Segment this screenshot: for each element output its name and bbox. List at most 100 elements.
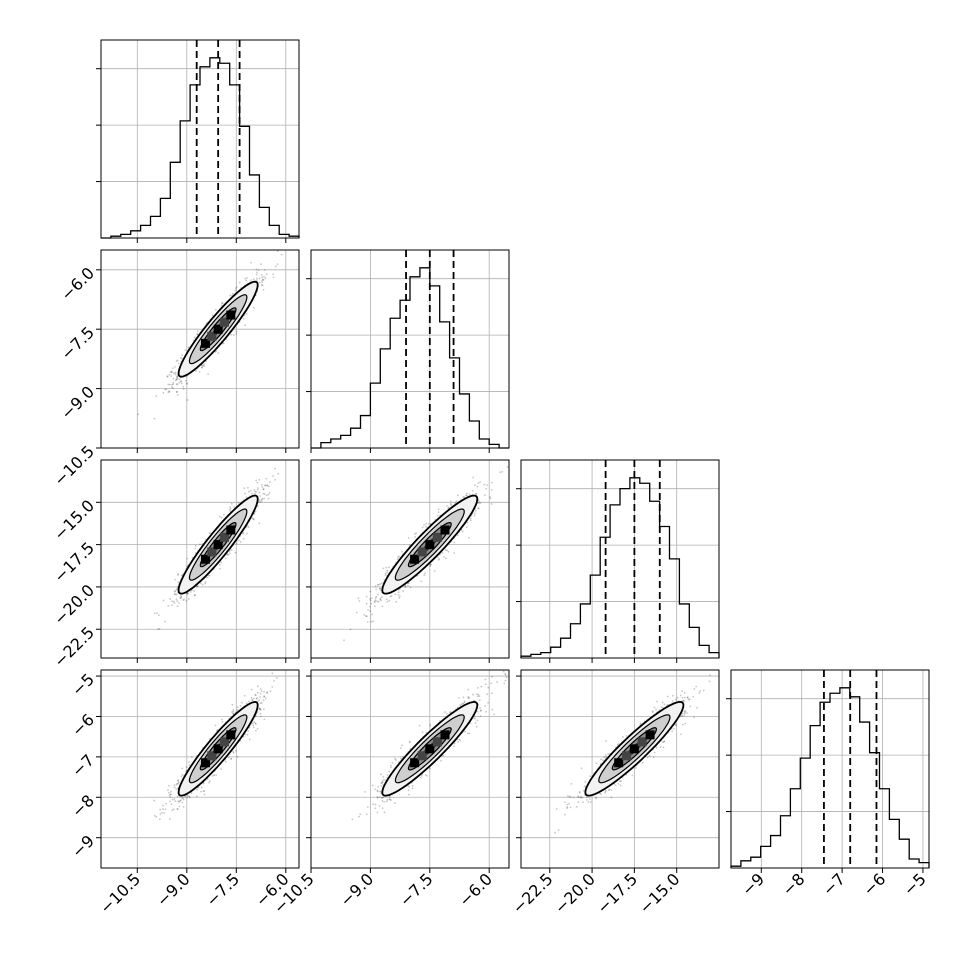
scatter-point [485,487,488,490]
scatter-point [252,306,255,309]
scatter-point [256,277,258,280]
scatter-point [242,532,244,535]
scatter-point [159,813,162,816]
scatter-point [427,522,430,525]
scatter-point [425,522,428,525]
scatter-point [187,346,190,349]
scatter-point [170,386,173,388]
scatter-point [378,587,381,590]
scatter-point [445,505,448,507]
scatter-point [168,373,171,376]
scatter-point [230,502,233,505]
scatter-point [180,382,183,385]
scatter-point [166,375,169,378]
scatter-point [181,354,184,356]
scatter-point [465,526,468,529]
scatter-point [165,802,167,805]
scatter-point [182,385,185,388]
scatter-point [173,786,176,789]
scatter-point [244,277,247,280]
scatter-point [263,275,265,278]
y-tick-label: −22.5 [50,623,98,671]
scatter-point [186,557,189,560]
scatter-point [220,516,223,519]
scatter-point [223,513,225,516]
scatter-point [261,278,264,281]
scatter-point [444,557,447,560]
scatter-point [382,567,385,570]
scatter-point [207,373,210,376]
scatter-point [193,590,196,592]
y-tick-label: −5 [68,670,98,700]
scatter-point [407,584,409,587]
scatter-point [258,491,261,494]
scatter-point [175,593,178,596]
scatter-point [167,383,170,386]
scatter-point [153,612,156,615]
histogram-3 [730,687,930,868]
scatter-point [232,708,235,711]
scatter-point [174,366,176,368]
scatter-point [357,597,360,600]
scatter-point [415,532,418,535]
scatter-point [227,553,230,556]
scatter-point [433,569,436,572]
scatter-point [258,277,261,280]
scatter-point [258,499,261,502]
scatter-point [453,541,456,544]
scatter-point [245,312,248,315]
scatter-point [397,591,400,594]
scatter-point [257,691,259,694]
scatter-point [380,596,383,598]
scatter-point [473,514,476,517]
scatter-point [424,572,426,575]
scatter-point [256,487,259,489]
joint-panel-2-1 [343,466,509,642]
scatter-point [167,784,170,787]
scatter-point [211,314,214,317]
scatter-point [183,598,185,601]
scatter-point [200,790,202,793]
scatter-point [184,349,187,352]
scatter-point [238,281,241,284]
scatter-point [272,276,275,279]
joint-panel-3-0 [153,672,278,821]
scatter-point [255,279,258,282]
scatter-point [259,495,262,497]
scatter-point [386,569,389,572]
scatter-point [370,597,373,599]
scatter-point [369,590,372,593]
scatter-point [466,492,468,495]
panels-layer: −9 −8 −7 −6 −5−10.5−9.0−7.5−6.0−22.5−20.0−17… [50,39,930,917]
scatter-point [258,281,261,284]
scatter-point [246,276,248,279]
scatter-point [162,599,165,602]
scatter-point [471,489,474,492]
scatter-point [261,486,264,488]
scatter-point [388,599,391,602]
x-tick-label: −5 [900,869,930,899]
scatter-point [420,580,423,583]
scatter-point [252,518,255,521]
panel-frame [100,39,300,239]
scatter-point [168,383,171,386]
scatter-point [208,532,211,535]
scatter-point [170,371,173,374]
scatter-point [465,494,468,497]
scatter-point [267,497,270,500]
scatter-point [201,583,204,586]
scatter-point [265,273,268,275]
scatter-point [249,261,252,264]
scatter-point [258,522,261,525]
scatter-point [234,750,237,752]
scatter-point [259,692,262,695]
scatter-point [384,574,387,576]
scatter-point [261,273,263,276]
scatter-point [181,357,183,360]
scatter-point [386,571,389,574]
scatter-point [247,486,249,489]
scatter-point [450,500,452,503]
scatter-point [167,391,170,394]
scatter-point [477,507,480,510]
scatter-point [155,815,158,818]
